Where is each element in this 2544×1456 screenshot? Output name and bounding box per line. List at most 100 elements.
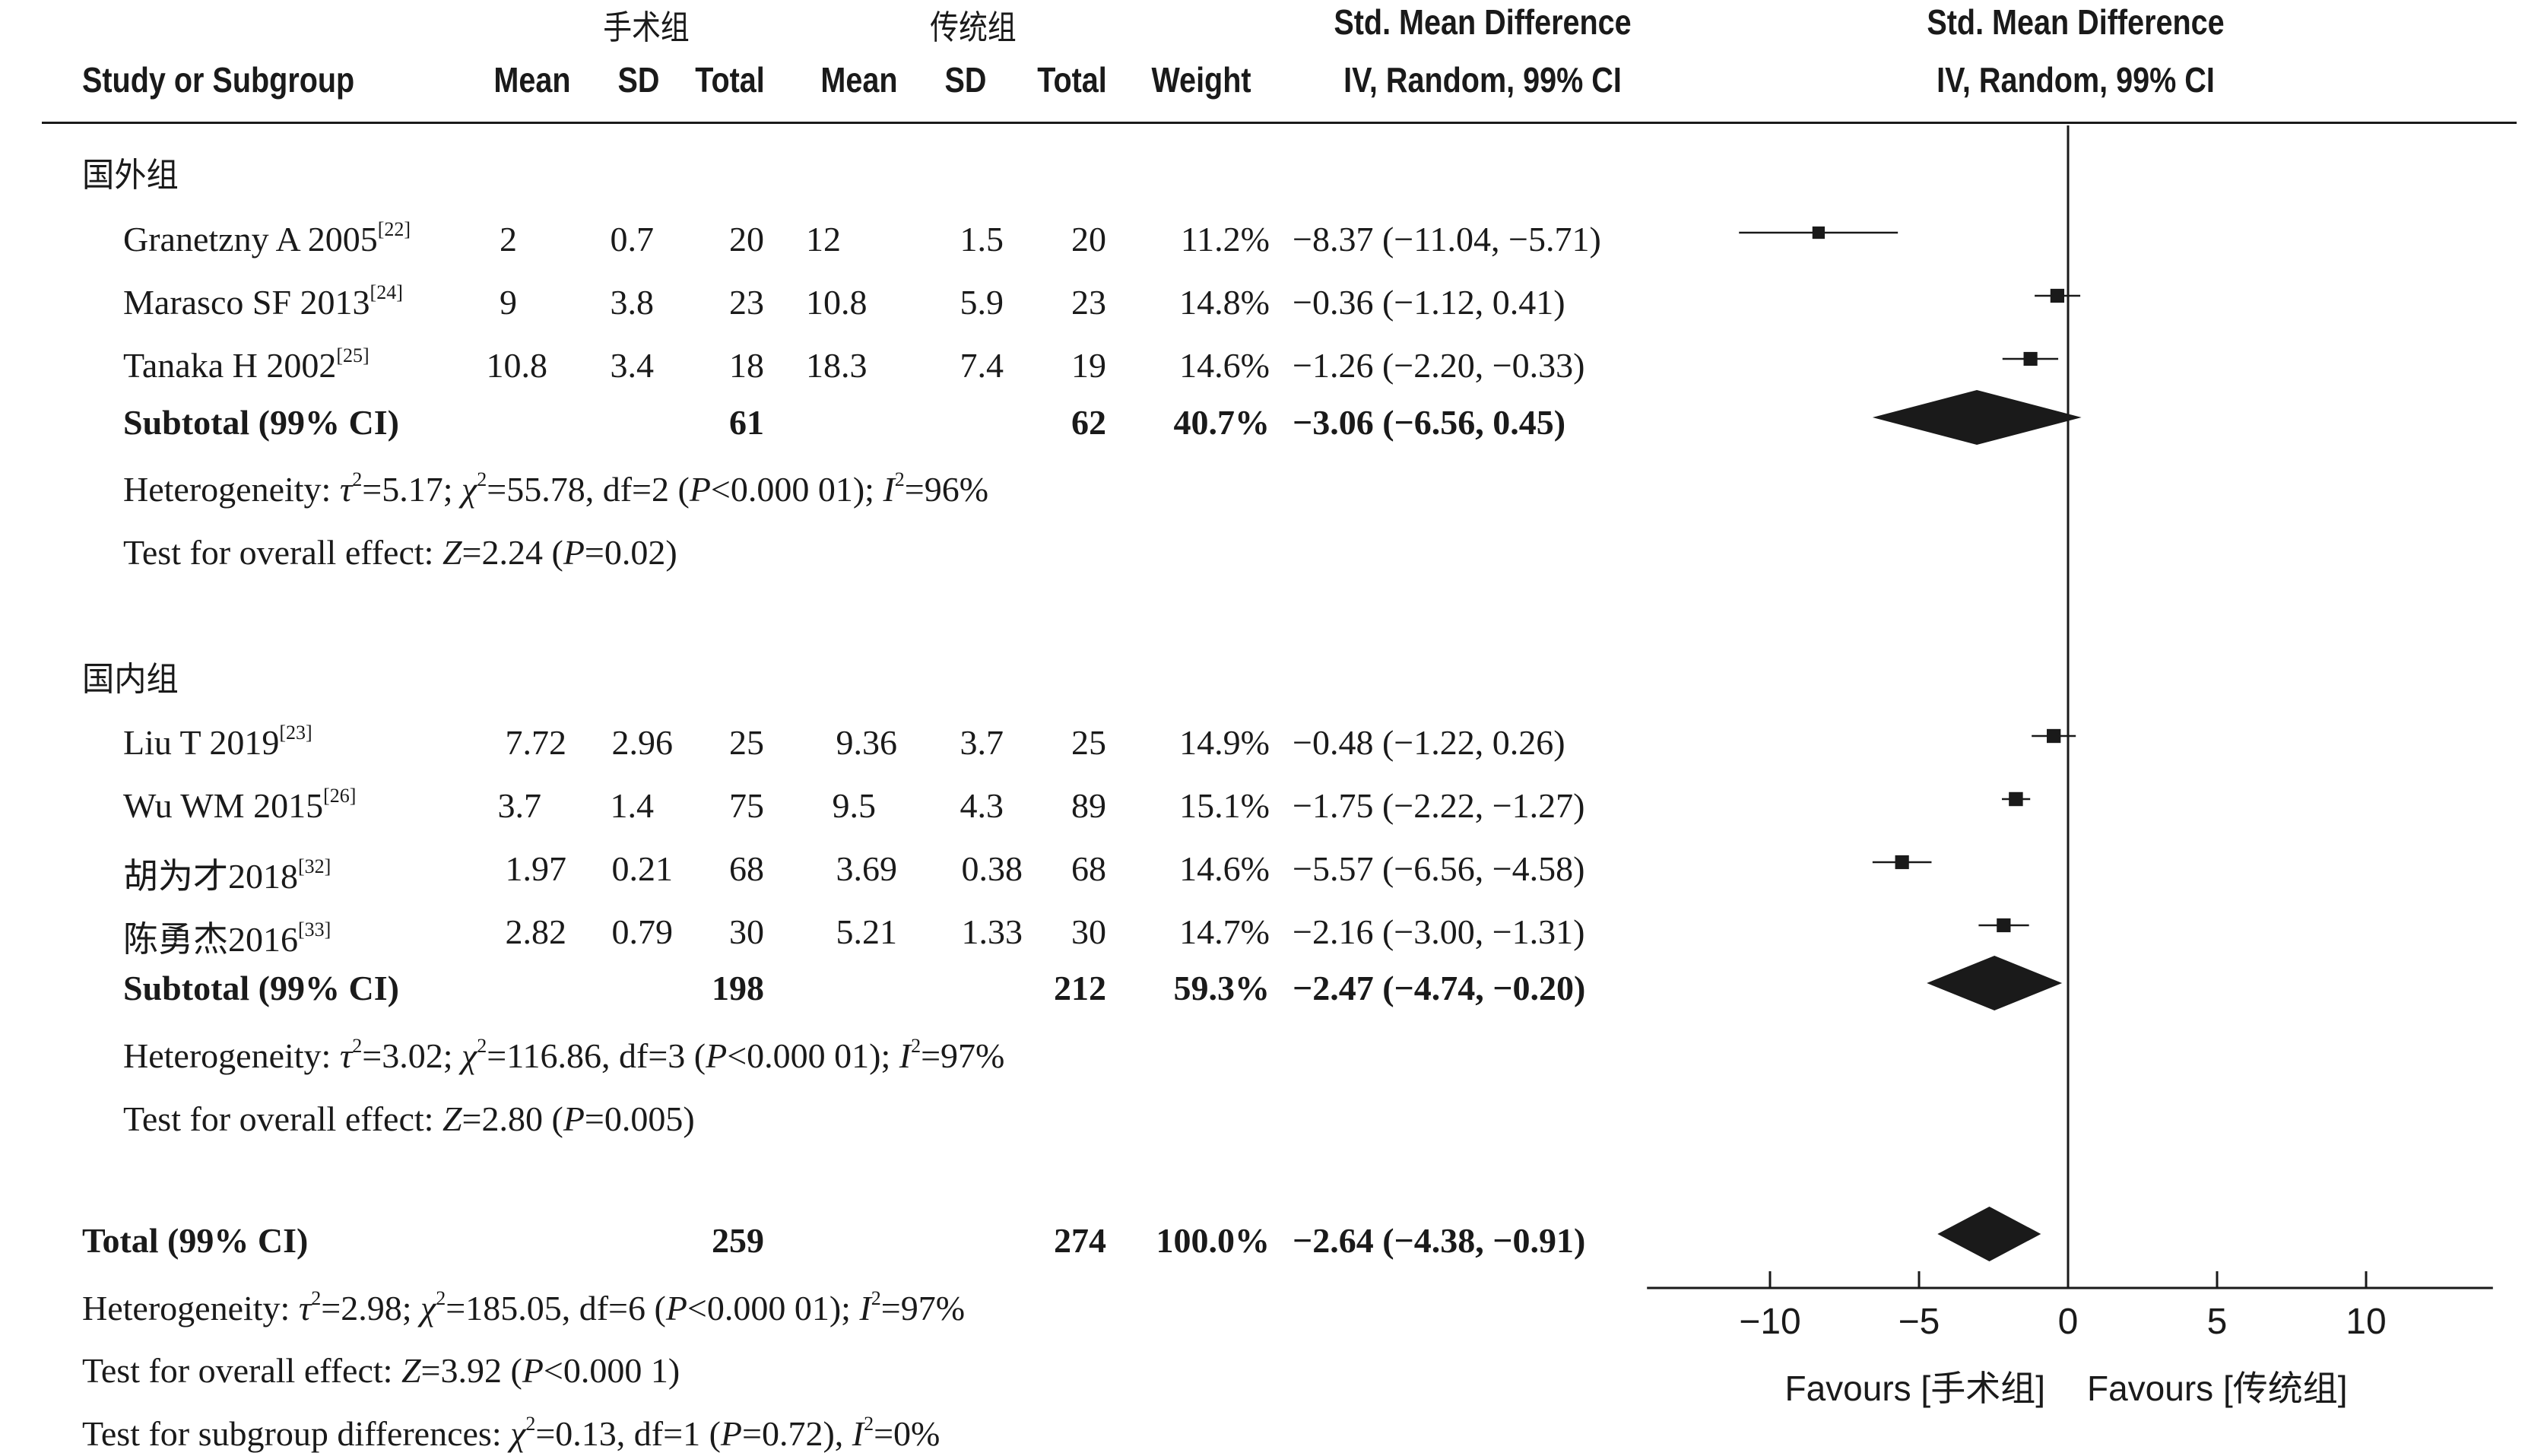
sd2-cell: 7.4 — [960, 346, 1004, 385]
subtotal-label: Subtotal (99% CI) — [123, 403, 399, 442]
overall-effect-text: Test for overall effect: Z=3.92 (P<0.000… — [82, 1351, 680, 1390]
total1-cell: 75 — [729, 786, 764, 825]
mean2-cell: 9.36 — [836, 723, 898, 762]
study-name: Liu T 2019[23] — [123, 722, 312, 762]
mean1-column-header: Mean — [493, 60, 571, 100]
sd2-cell: 1.33 — [961, 912, 1023, 951]
total1-column-header: Total — [695, 60, 765, 100]
effect-ci-cell: −1.75 (−2.22, −1.27) — [1293, 786, 1585, 825]
mean2-cell: 12 — [806, 220, 841, 259]
effect-ci-cell: −2.16 (−3.00, −1.31) — [1293, 912, 1585, 951]
sd1-cell: 2.96 — [611, 723, 674, 762]
effect-ci-cell: −5.57 (−6.56, −4.58) — [1293, 849, 1585, 888]
study-name: Marasco SF 2013[24] — [123, 281, 403, 322]
mean1-cell: 3.7 — [497, 786, 542, 825]
favours-left-label: Favours [手术组] — [1784, 1369, 2045, 1408]
total1-cell: 20 — [729, 220, 764, 259]
overall-effect-text: Test for overall effect: Z=2.24 (P=0.02) — [123, 533, 677, 572]
sd1-cell: 3.4 — [610, 346, 655, 385]
heterogeneity-text: Heterogeneity: τ2=2.98; χ2=185.05, df=6 … — [82, 1287, 966, 1328]
subgroup-title: 国内组 — [82, 660, 179, 699]
effect-square — [1812, 226, 1826, 239]
x-tick-label: 10 — [2346, 1302, 2386, 1342]
subgroup-title: 国外组 — [82, 156, 179, 195]
heterogeneity-text: Heterogeneity: τ2=5.17; χ2=55.78, df=2 (… — [123, 468, 989, 509]
sd1-cell: 0.21 — [611, 849, 674, 888]
subtotal-ci: −3.06 (−6.56, 0.45) — [1293, 403, 1566, 442]
weight-cell: 14.7% — [1179, 912, 1270, 951]
total1-cell: 30 — [729, 912, 764, 951]
effect-ci-cell: −1.26 (−2.20, −0.33) — [1293, 346, 1585, 385]
sd2-cell: 5.9 — [960, 283, 1004, 322]
total-label: Total (99% CI) — [82, 1221, 309, 1260]
total2-cell: 19 — [1071, 346, 1106, 385]
study-name: Granetzny A 2005[22] — [123, 218, 411, 259]
weight-cell: 15.1% — [1179, 786, 1270, 825]
total-weight: 100.0% — [1156, 1221, 1270, 1260]
control-group-header: 传统组 — [930, 8, 1017, 47]
weight-column-header: Weight — [1151, 60, 1251, 100]
study-name: Tanaka H 2002[25] — [123, 344, 370, 385]
x-tick-label: 5 — [2207, 1302, 2228, 1342]
plot-header-line1: Std. Mean Difference — [1927, 2, 2225, 42]
subtotal-total1: 61 — [729, 403, 764, 442]
x-tick-label: −10 — [1739, 1302, 1800, 1342]
total-total1: 259 — [712, 1221, 764, 1260]
x-tick-label: 0 — [2058, 1302, 2079, 1342]
total-ci: −2.64 (−4.38, −0.91) — [1293, 1221, 1586, 1260]
total-total2: 274 — [1054, 1221, 1106, 1260]
sd1-cell: 1.4 — [610, 786, 655, 825]
total2-cell: 89 — [1071, 786, 1106, 825]
total2-column-header: Total — [1037, 60, 1107, 100]
sd2-cell: 1.5 — [960, 220, 1004, 259]
sd1-cell: 0.79 — [611, 912, 674, 951]
subtotal-diamond — [1927, 956, 2063, 1010]
effect-square — [2009, 791, 2023, 807]
mean2-column-header: Mean — [820, 60, 898, 100]
sd1-cell: 0.7 — [610, 220, 655, 259]
sd2-cell: 4.3 — [960, 786, 1004, 825]
subtotal-total2: 62 — [1071, 403, 1106, 442]
favours-right-label: Favours [传统组] — [2087, 1369, 2348, 1408]
sd2-cell: 0.38 — [961, 849, 1023, 888]
effect-square — [2047, 728, 2061, 744]
subtotal-ci: −2.47 (−4.74, −0.20) — [1293, 969, 1586, 1007]
overall-effect-text: Test for overall effect: Z=2.80 (P=0.005… — [123, 1099, 695, 1138]
effect-header-line2: IV, Random, 99% CI — [1343, 60, 1622, 100]
header-rule — [42, 122, 2517, 124]
sd1-cell: 3.8 — [610, 283, 655, 322]
weight-cell: 11.2% — [1180, 220, 1270, 259]
study-name: 陈勇杰2016[33] — [123, 918, 331, 959]
sd2-cell: 3.7 — [960, 723, 1004, 762]
subtotal-total2: 212 — [1054, 969, 1106, 1007]
total2-cell: 25 — [1071, 723, 1106, 762]
mean2-cell: 5.21 — [836, 912, 898, 951]
effect-ci-cell: −8.37 (−11.04, −5.71) — [1293, 220, 1601, 259]
study-name: Wu WM 2015[26] — [123, 785, 357, 825]
total2-cell: 20 — [1071, 220, 1106, 259]
effect-square — [1895, 855, 1909, 870]
mean1-cell: 9 — [500, 283, 517, 322]
total1-cell: 68 — [729, 849, 764, 888]
mean2-cell: 10.8 — [806, 283, 868, 322]
plot-header-line2: IV, Random, 99% CI — [1937, 60, 2215, 100]
subtotal-total1: 198 — [712, 969, 764, 1007]
sd1-column-header: SD — [617, 60, 660, 100]
subtotal-weight: 59.3% — [1173, 969, 1270, 1007]
effect-square — [2023, 351, 2038, 366]
mean1-cell: 2.82 — [505, 912, 567, 951]
subtotal-weight: 40.7% — [1173, 403, 1270, 442]
mean1-cell: 10.8 — [486, 346, 548, 385]
study-name: 胡为才2018[32] — [123, 855, 331, 896]
effect-ci-cell: −0.36 (−1.12, 0.41) — [1293, 283, 1565, 322]
total2-cell: 23 — [1071, 283, 1106, 322]
mean1-cell: 2 — [500, 220, 517, 259]
subtotal-label: Subtotal (99% CI) — [123, 969, 399, 1007]
mean1-cell: 1.97 — [505, 849, 567, 888]
subtotal-diamond — [1872, 390, 2082, 445]
total2-cell: 30 — [1071, 912, 1106, 951]
effect-square — [2050, 288, 2065, 303]
total1-cell: 25 — [729, 723, 764, 762]
weight-cell: 14.6% — [1179, 849, 1270, 888]
